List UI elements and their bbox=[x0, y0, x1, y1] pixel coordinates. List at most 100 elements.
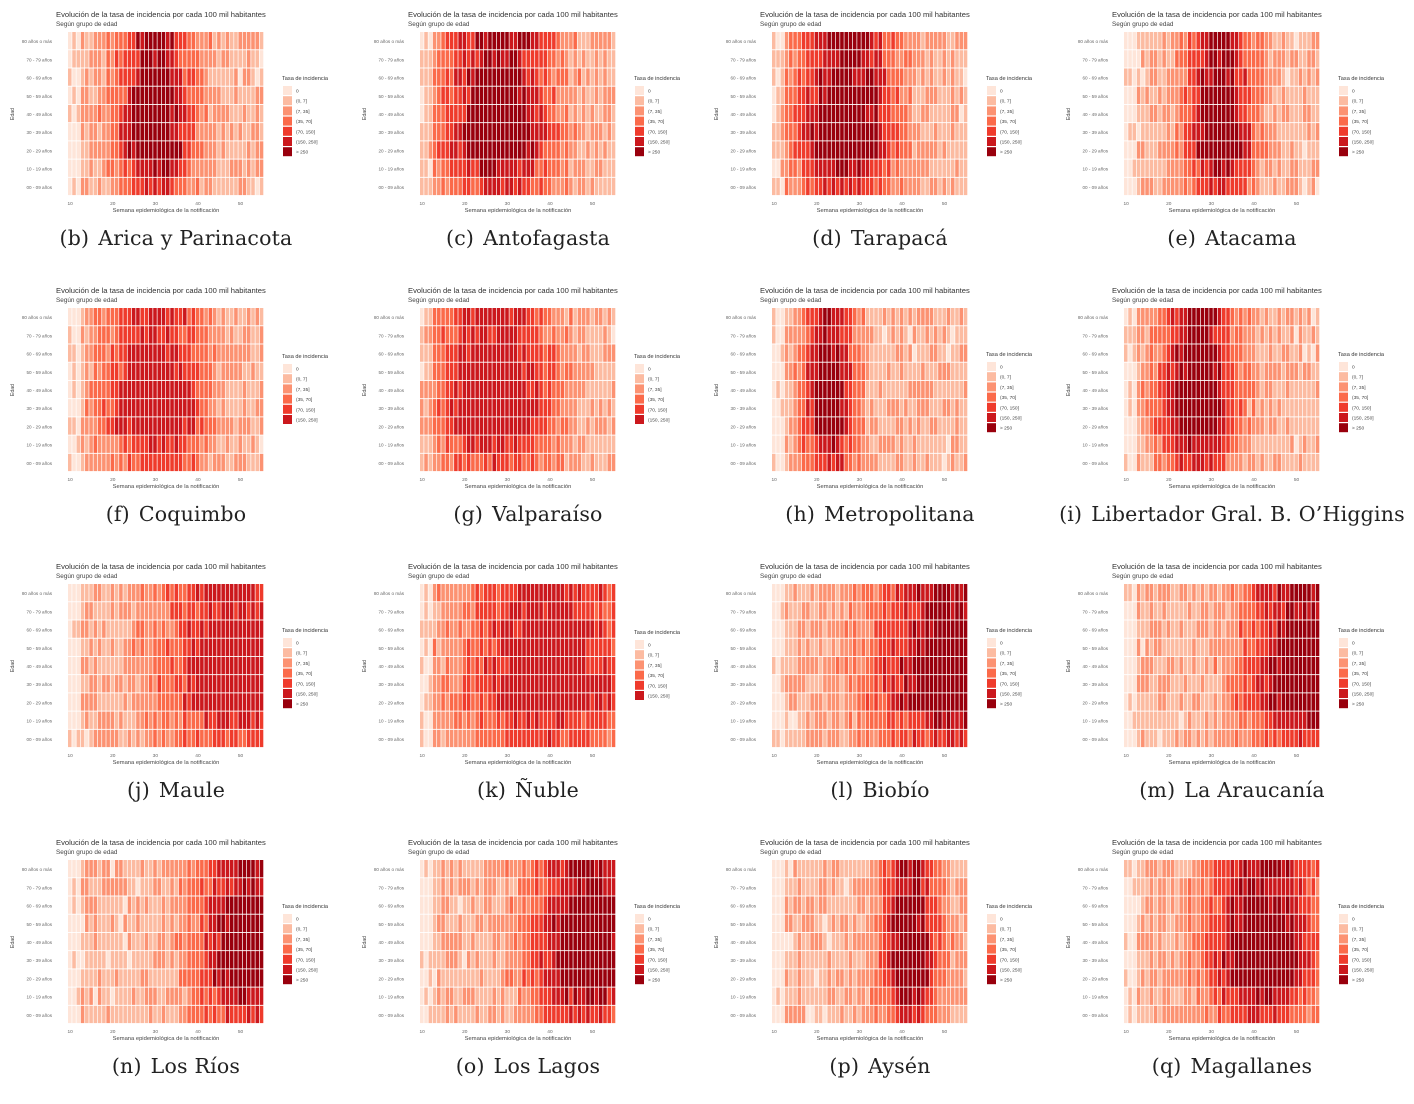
heat-cell bbox=[247, 620, 251, 637]
heat-cell bbox=[1265, 123, 1269, 140]
heat-cell bbox=[1222, 344, 1226, 361]
heat-cell bbox=[454, 584, 458, 601]
heat-cell bbox=[1150, 381, 1154, 398]
heat-cell bbox=[209, 712, 213, 729]
heat-cell bbox=[213, 602, 217, 619]
heat-cell bbox=[1226, 68, 1230, 85]
heat-cell bbox=[565, 123, 569, 140]
heat-cell bbox=[454, 657, 458, 674]
heat-cell bbox=[1286, 141, 1290, 158]
heat-cell bbox=[1171, 178, 1175, 195]
heat-cell bbox=[590, 105, 594, 122]
heat-cell bbox=[595, 620, 599, 637]
heat-cell bbox=[123, 657, 127, 674]
heat-cell bbox=[170, 417, 174, 434]
heat-cell bbox=[776, 141, 780, 158]
heat-cell bbox=[1171, 326, 1175, 343]
heat-cell bbox=[896, 178, 900, 195]
heat-cell bbox=[183, 399, 187, 416]
heat-cell bbox=[548, 344, 552, 361]
heat-cell bbox=[77, 730, 81, 747]
heat-cell bbox=[255, 178, 259, 195]
heat-cell bbox=[204, 363, 208, 380]
heat-cell bbox=[806, 436, 810, 453]
heat-cell bbox=[1260, 417, 1264, 434]
heat-cell bbox=[896, 436, 900, 453]
heat-cell bbox=[128, 105, 132, 122]
heat-cell bbox=[98, 160, 102, 177]
heat-cell bbox=[793, 344, 797, 361]
heat-cell bbox=[94, 68, 98, 85]
heat-cell bbox=[251, 32, 255, 49]
heat-cell bbox=[111, 712, 115, 729]
heat-cell bbox=[230, 436, 234, 453]
heat-cell bbox=[578, 363, 582, 380]
heat-cell bbox=[68, 657, 72, 674]
heat-cell bbox=[424, 675, 428, 692]
heat-cell bbox=[429, 584, 433, 601]
heat-cell bbox=[573, 657, 577, 674]
heat-cell bbox=[132, 141, 136, 158]
heat-cell bbox=[1218, 105, 1222, 122]
heat-cell bbox=[183, 730, 187, 747]
heat-cell bbox=[866, 105, 870, 122]
heat-cell bbox=[836, 620, 840, 637]
heat-cell bbox=[827, 363, 831, 380]
heat-cell bbox=[861, 308, 865, 325]
heat-cell bbox=[556, 454, 560, 471]
heat-cell bbox=[832, 639, 836, 656]
x-tick-label: 30 bbox=[153, 753, 159, 759]
heat-cell bbox=[844, 68, 848, 85]
heat-cell bbox=[102, 363, 106, 380]
heat-cell bbox=[166, 454, 170, 471]
heat-cell bbox=[1137, 141, 1141, 158]
heat-cell bbox=[1133, 68, 1137, 85]
heat-cell bbox=[94, 105, 98, 122]
chart-subtitle: Según grupo de edad bbox=[56, 21, 118, 28]
heat-cell bbox=[908, 454, 912, 471]
heat-cell bbox=[196, 123, 200, 140]
heat-cell bbox=[230, 584, 234, 601]
heat-cell bbox=[934, 105, 938, 122]
heat-cell bbox=[471, 363, 475, 380]
heatmap-svg: Evolución de la tasa de incidencia por c… bbox=[0, 0, 352, 222]
heat-cell bbox=[870, 693, 874, 710]
x-axis-label: Semana epidemiológica de la notificación bbox=[817, 208, 924, 214]
heat-cell bbox=[488, 693, 492, 710]
legend-swatch bbox=[283, 96, 292, 105]
heat-cell bbox=[157, 87, 161, 104]
heat-cell bbox=[934, 675, 938, 692]
heat-cell bbox=[522, 712, 526, 729]
legend-label: > 250 bbox=[1000, 150, 1012, 156]
heat-cell bbox=[531, 675, 535, 692]
heat-cell bbox=[573, 454, 577, 471]
heat-cell bbox=[531, 657, 535, 674]
heat-cell bbox=[934, 160, 938, 177]
heat-cell bbox=[866, 417, 870, 434]
heat-cell bbox=[209, 639, 213, 656]
heat-cell bbox=[586, 417, 590, 434]
heat-cell bbox=[196, 381, 200, 398]
heat-cell bbox=[1201, 454, 1205, 471]
heat-cell bbox=[772, 620, 776, 637]
heat-cell bbox=[840, 123, 844, 140]
heat-cell bbox=[260, 50, 264, 67]
heat-cell bbox=[1290, 363, 1294, 380]
heat-cell bbox=[1218, 32, 1222, 49]
heat-cell bbox=[1201, 32, 1205, 49]
chart-panel: Evolución de la tasa de incidencia por c… bbox=[704, 0, 1056, 276]
heat-cell bbox=[1316, 105, 1320, 122]
heat-cell bbox=[1167, 417, 1171, 434]
heat-cell bbox=[1162, 160, 1166, 177]
heat-cell bbox=[866, 399, 870, 416]
heat-cell bbox=[879, 693, 883, 710]
heat-cell bbox=[72, 123, 76, 140]
heat-cell bbox=[94, 363, 98, 380]
y-tick-label: 60 - 69 años bbox=[1082, 76, 1108, 81]
heat-cell bbox=[123, 123, 127, 140]
heat-cell bbox=[1192, 363, 1196, 380]
heat-cell bbox=[72, 68, 76, 85]
legend-label: (7, 35] bbox=[296, 387, 310, 393]
heat-cell bbox=[463, 730, 467, 747]
heat-cell bbox=[904, 381, 908, 398]
